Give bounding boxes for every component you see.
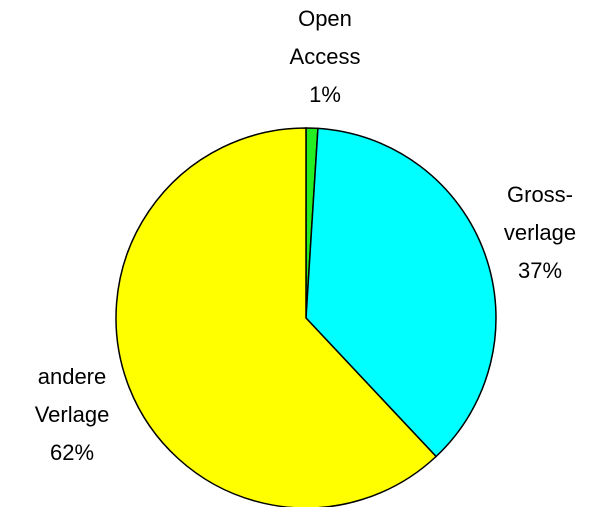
pie-slice: [115, 127, 438, 507]
value-label: 1%: [309, 82, 341, 107]
slice-label: Access: [290, 44, 361, 69]
slice-label: andere: [38, 364, 107, 389]
pie-slice: [305, 127, 497, 458]
slice-label: Gross-: [507, 182, 573, 207]
slice-label: Verlage: [35, 402, 110, 427]
slice-label: Open: [298, 6, 352, 31]
slice-label: verlage: [504, 220, 576, 245]
value-label: 62%: [50, 440, 94, 465]
value-label: 37%: [518, 258, 562, 283]
